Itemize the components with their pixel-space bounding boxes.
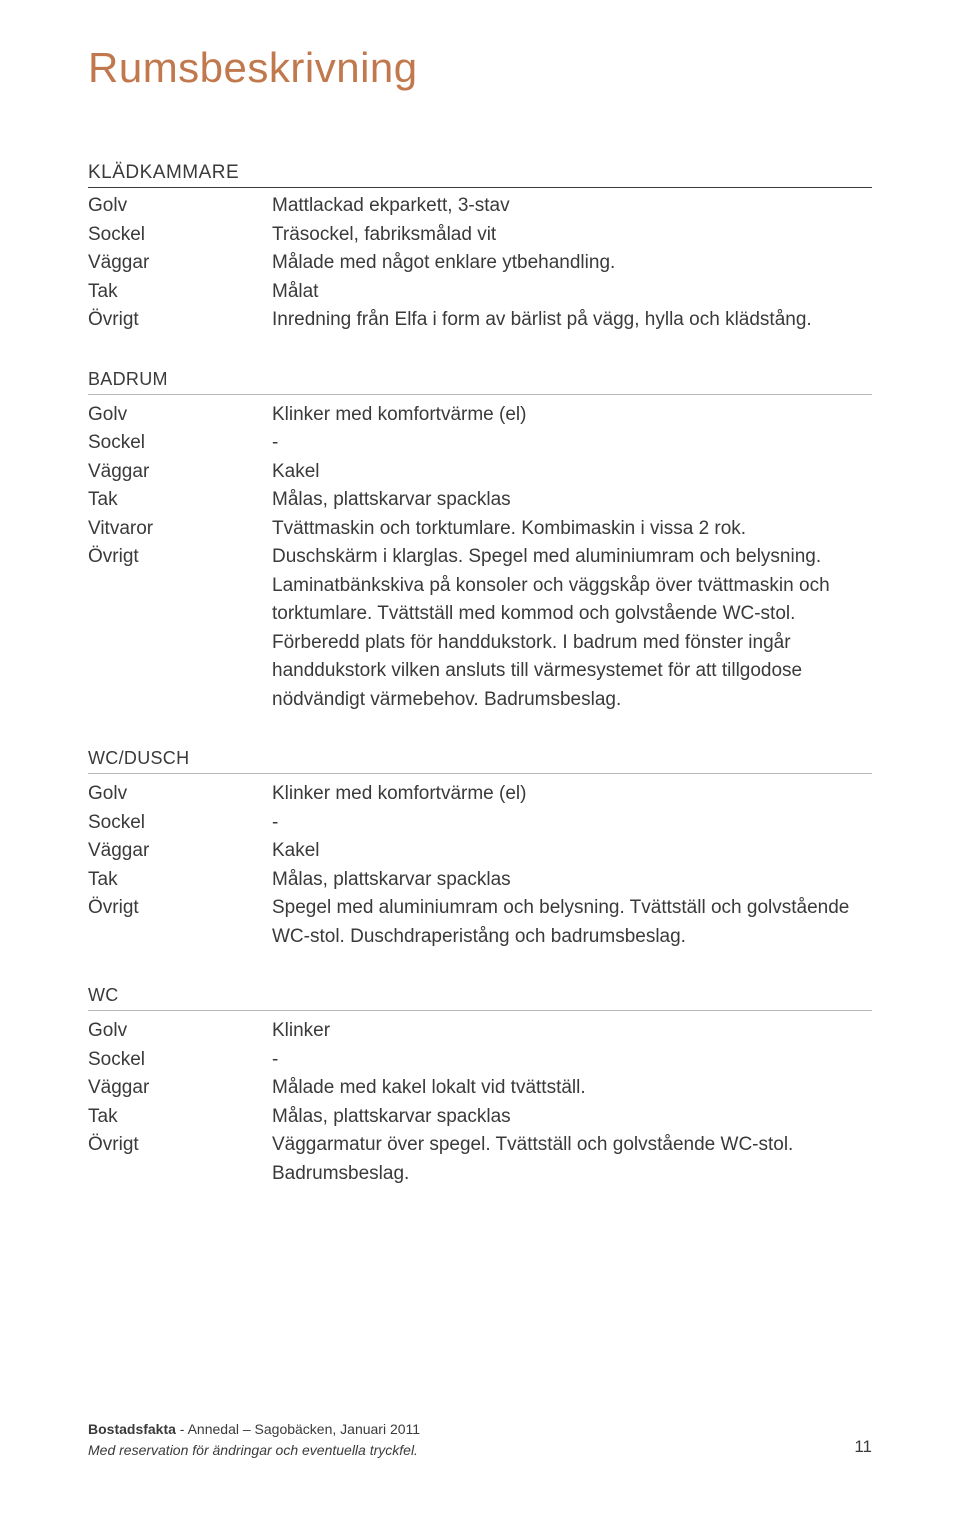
spec-label: Tak [88, 278, 272, 307]
spec-value: Kakel [272, 458, 872, 487]
spec-label: Väggar [88, 837, 272, 866]
spec-value: Målat [272, 278, 872, 307]
spec-row: VäggarKakel [88, 458, 872, 487]
section-header: WC [88, 985, 872, 1011]
spec-row: VäggarMålade med kakel lokalt vid tvätts… [88, 1074, 872, 1103]
footer-line1: Bostadsfakta - Annedal – Sagobäcken, Jan… [88, 1419, 420, 1439]
spec-value: Målas, plattskarvar spacklas [272, 486, 872, 515]
sections-container: KLÄDKAMMAREGolvMattlackad ekparkett, 3-s… [88, 162, 872, 1188]
spec-label: Golv [88, 192, 272, 221]
spec-row: VitvarorTvättmaskin och torktumlare. Kom… [88, 515, 872, 544]
section-header: BADRUM [88, 369, 872, 395]
spec-row: GolvKlinker [88, 1017, 872, 1046]
footer-line2: Med reservation för ändringar och eventu… [88, 1440, 420, 1460]
spec-value: Kakel [272, 837, 872, 866]
spec-label: Övrigt [88, 306, 272, 335]
spec-value: Klinker [272, 1017, 872, 1046]
spec-label: Tak [88, 866, 272, 895]
spec-value: - [272, 1046, 872, 1075]
spec-row: GolvMattlackad ekparkett, 3-stav [88, 192, 872, 221]
spec-row: TakMålas, plattskarvar spacklas [88, 866, 872, 895]
footer-bold: Bostadsfakta [88, 1421, 176, 1437]
spec-label: Tak [88, 486, 272, 515]
spec-label: Väggar [88, 458, 272, 487]
spec-label: Väggar [88, 249, 272, 278]
spec-label: Väggar [88, 1074, 272, 1103]
spec-value: Målas, plattskarvar spacklas [272, 1103, 872, 1132]
spec-label: Golv [88, 401, 272, 430]
spec-value: Klinker med komfortvärme (el) [272, 401, 872, 430]
spec-value: - [272, 809, 872, 838]
page-footer: Bostadsfakta - Annedal – Sagobäcken, Jan… [88, 1419, 872, 1460]
page: Rumsbeskrivning KLÄDKAMMAREGolvMattlacka… [0, 0, 960, 1514]
spec-value: Inredning från Elfa i form av bärlist på… [272, 306, 872, 335]
spec-row: TakMålas, plattskarvar spacklas [88, 1103, 872, 1132]
spec-label: Övrigt [88, 894, 272, 923]
spec-value: Klinker med komfortvärme (el) [272, 780, 872, 809]
page-number: 11 [854, 1435, 872, 1460]
section: BADRUM GolvKlinker med komfortvärme (el)S… [88, 369, 872, 715]
spec-label: Sockel [88, 1046, 272, 1075]
spec-row: Sockel- [88, 1046, 872, 1075]
section-header: WC/DUSCH [88, 748, 872, 774]
spec-value: Målade med något enklare ytbehandling. [272, 249, 872, 278]
spec-value: Målas, plattskarvar spacklas [272, 866, 872, 895]
page-title: Rumsbeskrivning [88, 44, 872, 92]
section: WC GolvKlinkerSockel-VäggarMålade med kak… [88, 985, 872, 1188]
spec-value: Spegel med aluminiumram och belysning. T… [272, 894, 872, 951]
section: WC/DUSCH GolvKlinker med komfortvärme (el… [88, 748, 872, 951]
spec-label: Sockel [88, 429, 272, 458]
spec-value: Duschskärm i klarglas. Spegel med alumin… [272, 543, 872, 714]
spec-value: - [272, 429, 872, 458]
spec-row: Sockel- [88, 809, 872, 838]
section-header: KLÄDKAMMARE [88, 162, 872, 188]
spec-row: VäggarKakel [88, 837, 872, 866]
spec-row: ÖvrigtSpegel med aluminiumram och belysn… [88, 894, 872, 951]
spec-row: GolvKlinker med komfortvärme (el) [88, 780, 872, 809]
spec-value: Träsockel, fabriksmålad vit [272, 221, 872, 250]
spec-row: ÖvrigtDuschskärm i klarglas. Spegel med … [88, 543, 872, 714]
spec-row: TakMålat [88, 278, 872, 307]
spec-value: Väggarmatur över spegel. Tvättställ och … [272, 1131, 872, 1188]
footer-left: Bostadsfakta - Annedal – Sagobäcken, Jan… [88, 1419, 420, 1460]
spec-label: Golv [88, 780, 272, 809]
spec-value: Målade med kakel lokalt vid tvättställ. [272, 1074, 872, 1103]
spec-label: Sockel [88, 809, 272, 838]
spec-row: SockelTräsockel, fabriksmålad vit [88, 221, 872, 250]
section: KLÄDKAMMARE GolvMattlackad ekparkett, 3-s… [88, 162, 872, 335]
spec-label: Vitvaror [88, 515, 272, 544]
spec-label: Tak [88, 1103, 272, 1132]
spec-label: Golv [88, 1017, 272, 1046]
spec-row: ÖvrigtInredning från Elfa i form av bärl… [88, 306, 872, 335]
spec-row: VäggarMålade med något enklare ytbehandl… [88, 249, 872, 278]
spec-row: TakMålas, plattskarvar spacklas [88, 486, 872, 515]
spec-row: ÖvrigtVäggarmatur över spegel. Tvättstäl… [88, 1131, 872, 1188]
spec-row: Sockel- [88, 429, 872, 458]
spec-row: GolvKlinker med komfortvärme (el) [88, 401, 872, 430]
spec-value: Tvättmaskin och torktumlare. Kombimaskin… [272, 515, 872, 544]
spec-label: Övrigt [88, 1131, 272, 1160]
spec-label: Sockel [88, 221, 272, 250]
spec-value: Mattlackad ekparkett, 3-stav [272, 192, 872, 221]
footer-rest: - Annedal – Sagobäcken, Januari 2011 [176, 1421, 420, 1437]
spec-label: Övrigt [88, 543, 272, 572]
